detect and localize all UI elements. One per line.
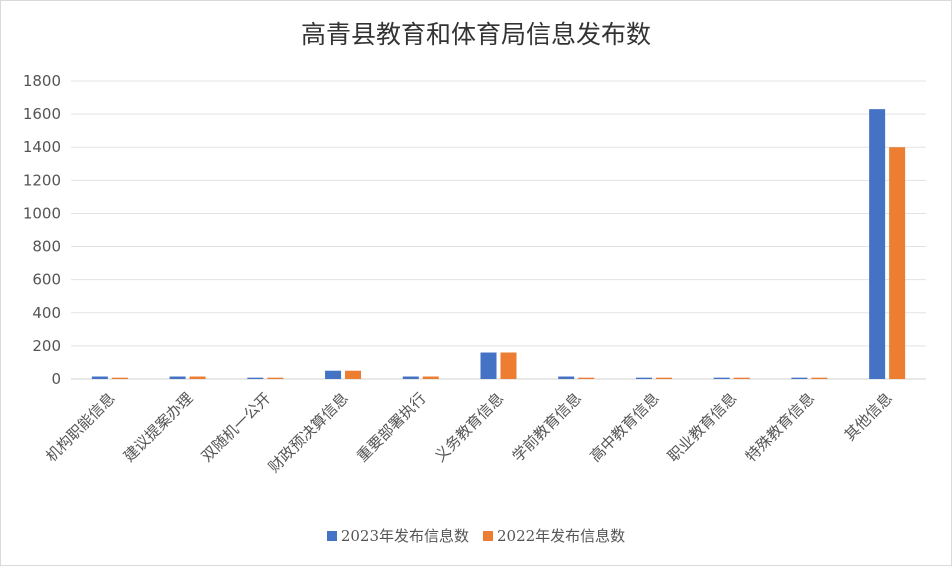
bar (578, 377, 595, 379)
bar (500, 352, 517, 379)
y-tick-label: 600 (32, 271, 61, 289)
bar (267, 377, 284, 379)
bar (635, 377, 652, 379)
legend: 2023年发布信息数 2022年发布信息数 (1, 525, 951, 546)
bar (480, 352, 497, 379)
y-tick-label: 200 (32, 337, 61, 355)
bar (869, 109, 886, 380)
y-tick-label: 800 (32, 238, 61, 256)
bar (91, 376, 108, 379)
chart-title: 高青县教育和体育局信息发布数 (300, 20, 651, 49)
x-tick-label: 财政预决算信息 (265, 389, 352, 476)
bar (345, 370, 362, 379)
bar (558, 376, 575, 379)
legend-label: 2022年发布信息数 (497, 527, 626, 545)
bar (402, 376, 419, 379)
x-tick-label: 双随机一公开 (198, 389, 274, 465)
x-tick-label: 重要部署执行 (353, 389, 429, 465)
plot-area: 0 200 400 600 800 1000 1200 1400 1600 1800 机构职能信息建… (23, 72, 926, 476)
legend-swatch (483, 530, 493, 541)
legend-swatch (326, 530, 337, 541)
bar (889, 147, 906, 379)
bar (655, 377, 672, 379)
bar (791, 377, 808, 379)
x-tick-label: 学前教育信息 (509, 389, 585, 465)
legend-item: 2023年发布信息数 (326, 525, 469, 546)
x-tick-label: 特殊教育信息 (742, 389, 818, 465)
y-tick-label: 0 (51, 370, 61, 388)
x-tick-label: 机构职能信息 (42, 389, 118, 465)
bar (811, 377, 828, 379)
bar (713, 377, 730, 379)
bar (189, 376, 206, 379)
bar (422, 376, 439, 379)
legend-item: 2022年发布信息数 (483, 525, 625, 546)
x-tick-label: 高中教育信息 (586, 389, 662, 465)
y-tick-label: 1200 (23, 171, 61, 189)
y-tick-label: 1800 (23, 72, 61, 90)
x-tick-label: 其他信息 (841, 389, 896, 444)
y-tick-label: 1000 (23, 204, 61, 222)
x-tick-label: 建议提案办理 (120, 389, 196, 465)
y-tick-label: 400 (32, 304, 61, 322)
bar (325, 370, 342, 379)
bar (169, 376, 186, 379)
bar (247, 377, 264, 379)
y-tick-label: 1600 (23, 105, 61, 123)
bar (733, 377, 750, 379)
x-tick-label: 义务教育信息 (431, 389, 507, 465)
bar (111, 377, 128, 379)
legend-label: 2023年发布信息数 (340, 527, 469, 545)
x-tick-label: 职业教育信息 (664, 389, 740, 465)
y-tick-label: 1400 (23, 138, 61, 156)
